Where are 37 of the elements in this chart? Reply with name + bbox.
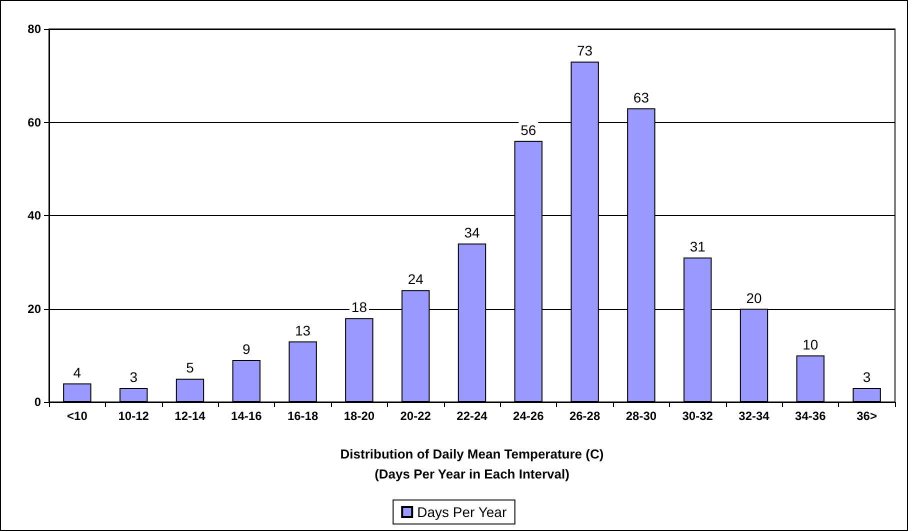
- data-label: 56: [520, 122, 536, 138]
- data-label: 34: [464, 224, 480, 240]
- x-tick-label: 34-36: [795, 409, 826, 423]
- x-tick-label: 24-26: [513, 409, 544, 423]
- x-tick-label: 20-22: [400, 409, 432, 423]
- x-tick-label: 36>: [856, 409, 877, 423]
- data-label: 5: [186, 360, 194, 376]
- data-label: 31: [690, 238, 706, 254]
- y-tick-label: 40: [28, 208, 42, 222]
- x-axis-title: Distribution of Daily Mean Temperature (C) (Days Per Year in Each Interval): [340, 446, 604, 482]
- data-label: 4: [73, 364, 82, 380]
- y-tick-label: 80: [28, 22, 42, 36]
- data-label: 63: [633, 89, 650, 106]
- x-tick-label: 14-16: [231, 409, 262, 423]
- x-tick-label: 28-30: [626, 409, 657, 423]
- legend-label: Days Per Year: [417, 504, 507, 520]
- data-label: 13: [295, 322, 311, 338]
- y-tick-label: 60: [28, 115, 42, 130]
- x-tick-label: 12-14: [174, 409, 206, 423]
- y-tick-label: 0: [34, 395, 42, 409]
- x-tick-label: 18-20: [344, 409, 375, 423]
- data-label: 10: [802, 336, 818, 352]
- x-tick-label: 16-18: [287, 409, 318, 423]
- data-label: 20: [746, 290, 762, 306]
- data-label: 9: [242, 341, 250, 358]
- x-tick-label: 30-32: [682, 409, 714, 423]
- data-label: 3: [862, 369, 871, 386]
- data-label: 24: [408, 271, 424, 288]
- data-label: 18: [351, 299, 368, 316]
- data-label: 73: [577, 42, 593, 59]
- x-tick-label: <10: [67, 409, 88, 423]
- x-tick-label: 26-28: [569, 409, 600, 423]
- x-tick-label: 22-24: [456, 409, 488, 423]
- y-tick-label: 20: [28, 302, 42, 316]
- x-tick-label: 10-12: [118, 409, 150, 423]
- data-label: 3: [130, 369, 138, 386]
- x-tick-label: 32-34: [738, 409, 770, 423]
